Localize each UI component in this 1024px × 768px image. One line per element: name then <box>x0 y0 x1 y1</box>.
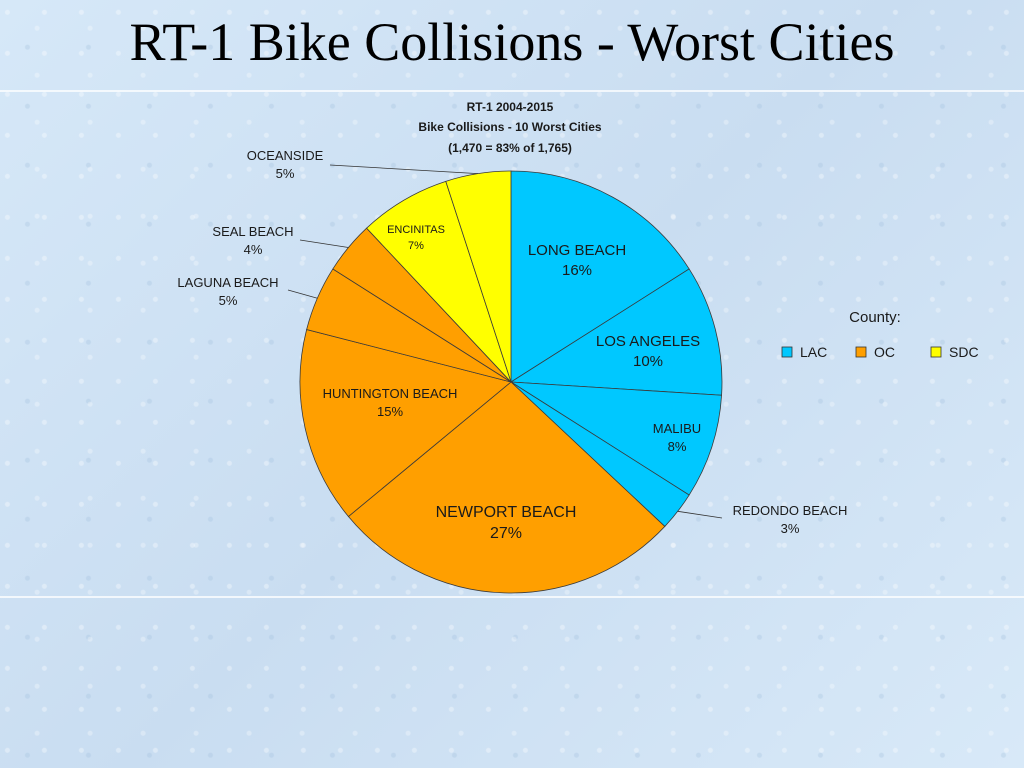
legend-label-lac: LAC <box>800 344 827 360</box>
slice-percent-redondo-beach: 3% <box>781 521 800 536</box>
slice-percent-malibu: 8% <box>668 439 687 454</box>
chart-title-line-1: RT-1 2004-2015 <box>467 100 554 114</box>
slice-name-malibu: MALIBU <box>653 421 701 436</box>
leader-line-seal-beach <box>299 239 349 248</box>
top-divider <box>0 90 1024 92</box>
legend-swatch-oc <box>855 346 867 358</box>
slice-name-seal-beach: SEAL BEACH <box>212 224 293 239</box>
leader-lines <box>287 164 723 519</box>
slide-title: RT-1 Bike Collisions - Worst Cities <box>129 12 895 72</box>
slice-percent-los-angeles: 10% <box>633 353 663 370</box>
chart-title: RT-1 2004-2015 Bike Collisions - 10 Wors… <box>418 100 601 155</box>
legend-label-sdc: SDC <box>949 344 979 360</box>
slice-newport-beach <box>347 381 666 594</box>
slice-percent-newport-beach: 27% <box>490 525 522 542</box>
slice-malibu <box>510 381 723 496</box>
pie-slices <box>299 170 723 594</box>
slice-percent-long-beach: 16% <box>562 262 592 279</box>
slice-name-laguna-beach: LAGUNA BEACH <box>177 275 278 290</box>
legend-title: County: <box>849 309 901 326</box>
slice-name-oceanside: OCEANSIDE <box>247 148 324 163</box>
legend-label-oc: OC <box>874 344 895 360</box>
legend-swatch-sdc <box>930 346 942 358</box>
chart-title-line-3: (1,470 = 83% of 1,765) <box>448 141 572 155</box>
slice-percent-laguna-beach: 5% <box>219 293 238 308</box>
leader-line-redondo-beach <box>677 510 723 519</box>
slice-name-long-beach: LONG BEACH <box>528 242 626 259</box>
slice-long-beach <box>510 170 690 383</box>
slice-name-redondo-beach: REDONDO BEACH <box>733 503 848 518</box>
leader-line-laguna-beach <box>287 289 318 299</box>
legend-swatch-lac <box>781 346 793 358</box>
chart-title-line-2: Bike Collisions - 10 Worst Cities <box>418 120 601 134</box>
slice-name-los-angeles: LOS ANGELES <box>596 333 700 350</box>
legend: County: LAC OC SDC <box>781 309 979 360</box>
slice-percent-encinitas: 7% <box>408 240 424 252</box>
leader-line-oceanside <box>329 164 479 174</box>
slice-percent-oceanside: 5% <box>276 166 295 181</box>
slice-name-huntington-beach: HUNTINGTON BEACH <box>323 386 458 401</box>
slice-percent-seal-beach: 4% <box>244 242 263 257</box>
slice-percent-huntington-beach: 15% <box>377 404 403 419</box>
bottom-divider <box>0 596 1024 598</box>
slice-huntington-beach <box>299 329 512 518</box>
slice-los-angeles <box>509 268 723 396</box>
slice-labels: LONG BEACH 16% LOS ANGELES 10% MALIBU 8% REDON… <box>177 148 847 542</box>
slice-name-newport-beach: NEWPORT BEACH <box>436 504 577 521</box>
slice-name-encinitas: ENCINITAS <box>387 224 445 236</box>
